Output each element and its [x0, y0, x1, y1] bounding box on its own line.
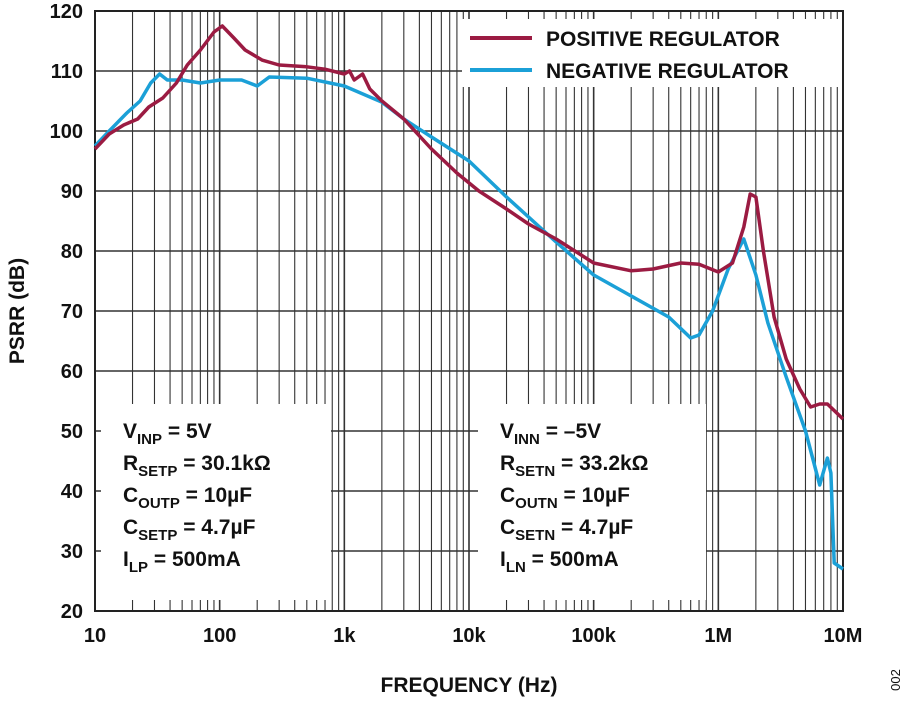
value: = 10µF — [558, 484, 630, 507]
value: = 30.1kΩ — [177, 452, 270, 475]
symbol: I — [123, 548, 129, 571]
y-axis-label: PSRR (dB) — [6, 258, 29, 364]
y-tick-label: 50 — [61, 421, 83, 443]
annotation-line: ILN = 500mA — [500, 548, 619, 576]
legend-box — [462, 19, 842, 87]
y-tick-label: 120 — [50, 1, 83, 23]
value: = 33.2kΩ — [555, 452, 648, 475]
annotation-line: COUTN = 10µF — [500, 484, 630, 512]
figure-id: 002 — [888, 669, 903, 691]
subscript: SETN — [515, 463, 555, 480]
value: = 5V — [162, 420, 212, 443]
value: = 500mA — [526, 548, 619, 571]
symbol: I — [500, 548, 506, 571]
symbol: C — [500, 484, 515, 507]
subscript: INN — [514, 431, 540, 448]
subscript: LP — [129, 559, 148, 576]
annotation-line: VINN = –5V — [500, 420, 601, 448]
subscript: OUTN — [515, 495, 558, 512]
annotation-line: VINP = 5V — [123, 420, 212, 448]
series-line-positive-regulator — [93, 24, 845, 421]
symbol: C — [123, 484, 138, 507]
subscript: SETP — [138, 463, 177, 480]
y-tick-label: 90 — [61, 181, 83, 203]
y-tick-label: 100 — [50, 121, 83, 143]
x-tick-label: 100k — [571, 625, 616, 647]
annotation-box — [478, 404, 706, 600]
x-tick-label: 10k — [452, 625, 486, 647]
subscript: OUTP — [138, 495, 180, 512]
value: = 10µF — [180, 484, 252, 507]
subscript: SETP — [138, 527, 177, 544]
annotation-line: CSETN = 4.7µF — [500, 516, 633, 544]
x-tick-label: 10 — [84, 625, 106, 647]
plot-frame — [94, 10, 844, 612]
annotation-line: ILP = 500mA — [123, 548, 241, 576]
series-lines — [93, 24, 845, 571]
subscript: INP — [137, 431, 162, 448]
symbol: C — [123, 516, 138, 539]
subscript: LN — [506, 559, 526, 576]
legend-label: NEGATIVE REGULATOR — [546, 60, 789, 83]
symbol: V — [500, 420, 514, 443]
legend: POSITIVE REGULATOR NEGATIVE REGULATOR — [462, 19, 842, 87]
symbol: V — [123, 420, 137, 443]
annotation-line: RSETP = 30.1kΩ — [123, 452, 271, 480]
value: = 4.7µF — [177, 516, 255, 539]
symbol: R — [123, 452, 138, 475]
tick-labels: 10 100 1k 10k 100k 1M 10M 20 30 40 50 60 70 80 90 100 11… — [50, 1, 863, 647]
x-tick-label: 1k — [333, 625, 356, 647]
x-tick-label: 1M — [704, 625, 732, 647]
x-tick-label: 10M — [824, 625, 863, 647]
value: = –5V — [540, 420, 601, 443]
symbol: R — [500, 452, 515, 475]
x-tick-label: 100 — [203, 625, 236, 647]
annotation-line: CSETP = 4.7µF — [123, 516, 256, 544]
series-line-negative-regulator — [93, 72, 844, 571]
y-tick-label: 70 — [61, 301, 83, 323]
y-tick-label: 40 — [61, 481, 83, 503]
annotation-line: COUTP = 10µF — [123, 484, 252, 512]
value: = 500mA — [148, 548, 241, 571]
legend-label: POSITIVE REGULATOR — [546, 28, 780, 51]
annotation-box — [101, 404, 331, 600]
x-axis-label: FREQUENCY (Hz) — [381, 674, 558, 697]
symbol: C — [500, 516, 515, 539]
value: = 4.7µF — [555, 516, 633, 539]
y-tick-label: 80 — [61, 241, 83, 263]
y-tick-label: 20 — [61, 601, 83, 623]
y-tick-label: 60 — [61, 361, 83, 383]
y-tick-label: 30 — [61, 541, 83, 563]
annotation-line: RSETN = 33.2kΩ — [500, 452, 649, 480]
y-tick-label: 110 — [51, 61, 83, 83]
subscript: SETN — [515, 527, 555, 544]
